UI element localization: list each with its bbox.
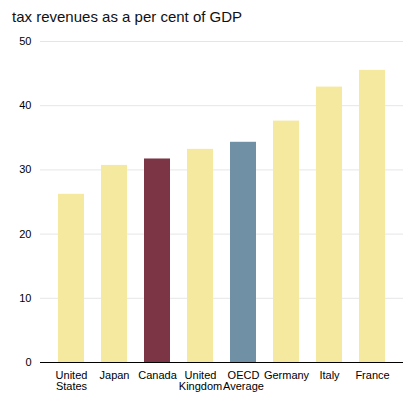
html-text:tax revenues as a per cent of: tax revenues as a per cent of GDP bbox=[12, 8, 243, 25]
svg-text:UnitedKingdom: UnitedKingdom bbox=[179, 369, 222, 392]
svg-text:France: France bbox=[355, 369, 389, 381]
svg-text:0: 0 bbox=[25, 356, 31, 368]
svg-text:Canada: Canada bbox=[138, 369, 177, 381]
svg-text:Italy: Italy bbox=[319, 369, 340, 381]
svg-text:50: 50 bbox=[19, 35, 31, 47]
svg-text:Japan: Japan bbox=[100, 369, 130, 381]
svg-text:OECDAverage: OECDAverage bbox=[223, 369, 264, 392]
svg-text:20: 20 bbox=[19, 228, 31, 240]
svg-text:30: 30 bbox=[19, 163, 31, 175]
svg-text:10: 10 bbox=[19, 292, 31, 304]
svg-text:40: 40 bbox=[19, 99, 31, 111]
svg-text:Germany: Germany bbox=[264, 369, 310, 381]
svg-text:UnitedStates: UnitedStates bbox=[56, 369, 88, 392]
